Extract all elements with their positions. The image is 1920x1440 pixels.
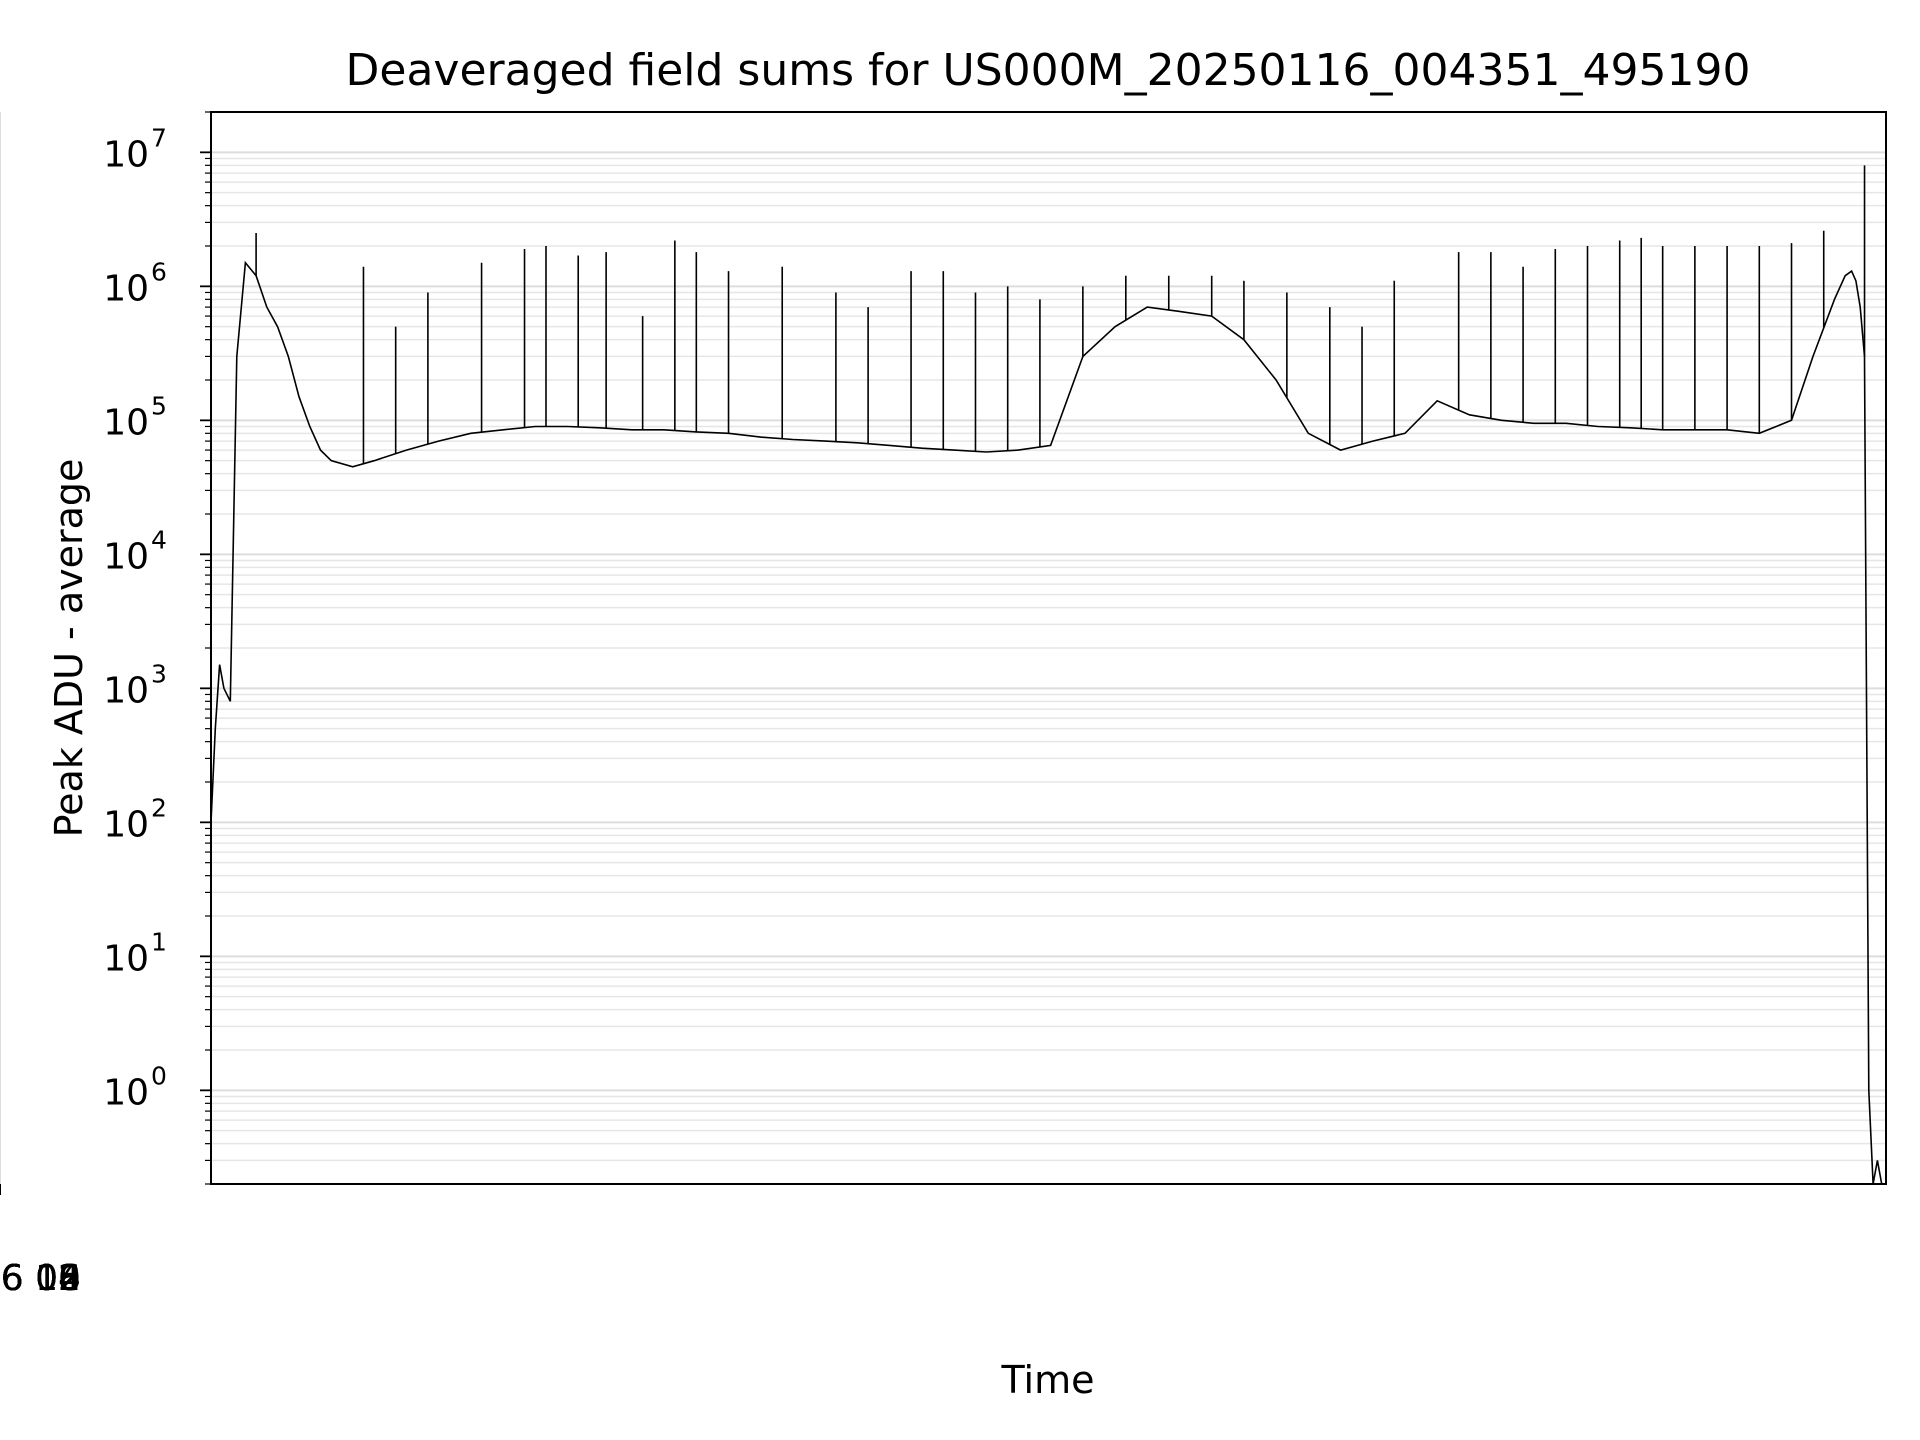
y-tick-exponent: 1 [151,927,167,956]
y-tick-exponent: 2 [151,793,167,822]
y-tick-label: 10 5 [103,391,167,443]
y-tick-exponent: 4 [151,525,167,554]
y-tick-base: 10 [103,938,149,979]
y-tick-exponent: 6 [151,257,167,286]
y-tick-exponent: 7 [151,123,167,152]
y-tick-label: 10 3 [103,659,167,711]
y-tick-base: 10 [103,804,149,845]
x-axis-label: Time [1001,1358,1095,1402]
grid-lines [0,111,1886,1185]
y-tick-exponent: 3 [151,659,167,688]
y-tick-base: 10 [103,536,149,577]
y-tick-base: 10 [103,402,149,443]
y-tick-base: 10 [103,134,149,175]
x-tick-label: 01-16 10 [0,1258,81,1299]
y-axis-label: Peak ADU - average [47,459,91,838]
series-line [210,260,1886,1185]
x-tick-label: 01-16 04 [0,1258,81,1299]
y-tick-base: 10 [103,1072,149,1113]
y-tick-label: 10 0 [103,1061,167,1113]
y-tick-base: 10 [103,268,149,309]
y-tick-label: 10 2 [103,793,167,845]
x-tick-label: 01-16 02 [0,1258,81,1299]
y-tick-exponent: 5 [151,391,167,420]
chart-title: Deaveraged field sums for US000M_2025011… [346,45,1751,96]
y-tick-label: 10 4 [103,525,167,577]
x-tick-label: 01-16 06 [0,1258,81,1299]
series-line-layer [210,165,1886,1185]
y-tick-label: 10 7 [103,123,167,175]
x-axis: 01-16 0201-16 0401-16 0601-16 0801-16 10… [0,1184,81,1299]
y-tick-label: 10 1 [103,927,167,979]
y-tick-base: 10 [103,670,149,711]
x-tick-label: 01-16 08 [0,1258,81,1299]
y-tick-label: 10 6 [103,257,167,309]
x-tick-label: 01-16 12 [0,1258,81,1299]
y-tick-exponent: 0 [151,1061,167,1090]
